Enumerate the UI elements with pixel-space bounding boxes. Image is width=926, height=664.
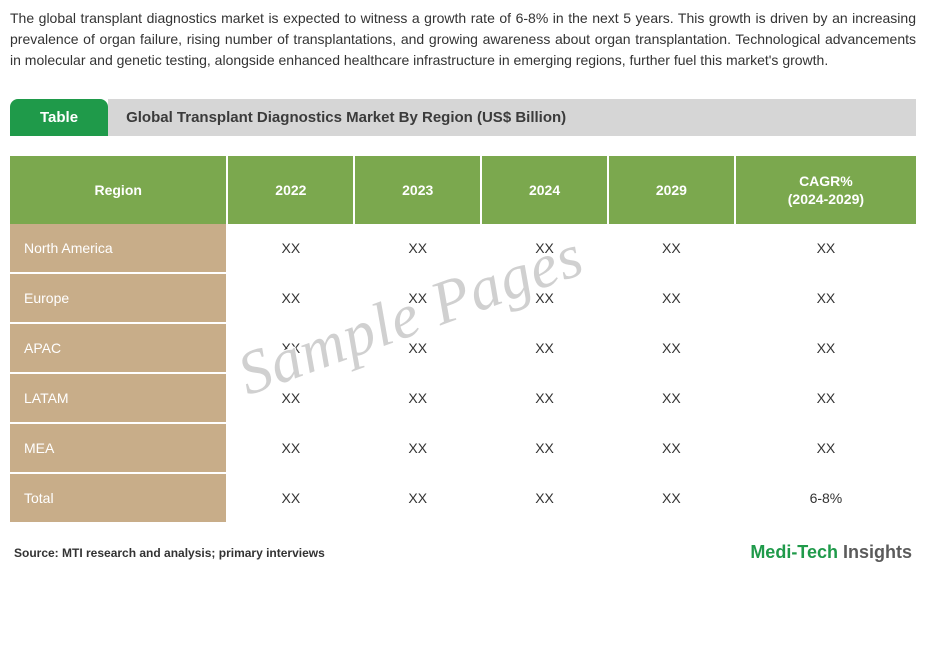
cell-value: XX <box>481 423 608 473</box>
col-region: Region <box>10 156 227 224</box>
col-cagr: CAGR%(2024-2029) <box>735 156 916 224</box>
footer-row: Source: MTI research and analysis; prima… <box>10 542 916 563</box>
cell-value: XX <box>608 224 735 273</box>
table-row: MEAXXXXXXXXXX <box>10 423 916 473</box>
brand-logo: Medi-Tech Insights <box>750 542 912 563</box>
intro-paragraph: The global transplant diagnostics market… <box>10 8 916 71</box>
cell-value: XX <box>481 224 608 273</box>
cell-value: XX <box>227 224 354 273</box>
table-row: North AmericaXXXXXXXXXX <box>10 224 916 273</box>
row-label: MEA <box>10 423 227 473</box>
cell-value: XX <box>481 323 608 373</box>
row-label: North America <box>10 224 227 273</box>
row-label: APAC <box>10 323 227 373</box>
row-label: Total <box>10 473 227 523</box>
cell-value: XX <box>354 224 481 273</box>
cell-value: XX <box>608 273 735 323</box>
cell-value: XX <box>481 273 608 323</box>
brand-part2: Insights <box>843 542 912 562</box>
source-note: Source: MTI research and analysis; prima… <box>14 546 325 560</box>
cell-value: XX <box>227 423 354 473</box>
cell-value: XX <box>354 323 481 373</box>
cell-value: 6-8% <box>735 473 916 523</box>
cell-value: XX <box>354 273 481 323</box>
cell-value: XX <box>354 473 481 523</box>
row-label: LATAM <box>10 373 227 423</box>
col-2022: 2022 <box>227 156 354 224</box>
cell-value: XX <box>227 273 354 323</box>
cell-value: XX <box>735 224 916 273</box>
cell-value: XX <box>227 373 354 423</box>
table-header-row: Region 2022 2023 2024 2029 CAGR%(2024-20… <box>10 156 916 224</box>
table-row: LATAMXXXXXXXXXX <box>10 373 916 423</box>
table-row: APACXXXXXXXXXX <box>10 323 916 373</box>
cell-value: XX <box>608 373 735 423</box>
cell-value: XX <box>735 273 916 323</box>
cell-value: XX <box>608 323 735 373</box>
cell-value: XX <box>227 473 354 523</box>
cell-value: XX <box>227 323 354 373</box>
col-2024: 2024 <box>481 156 608 224</box>
cell-value: XX <box>354 423 481 473</box>
cell-value: XX <box>354 373 481 423</box>
cell-value: XX <box>735 423 916 473</box>
cell-value: XX <box>481 373 608 423</box>
table-row: EuropeXXXXXXXXXX <box>10 273 916 323</box>
cell-value: XX <box>735 373 916 423</box>
cell-value: XX <box>608 473 735 523</box>
row-label: Europe <box>10 273 227 323</box>
market-table: Region 2022 2023 2024 2029 CAGR%(2024-20… <box>10 156 916 524</box>
table-row: TotalXXXXXXXX6-8% <box>10 473 916 523</box>
table-title-bar: Table Global Transplant Diagnostics Mark… <box>10 99 916 136</box>
brand-part1: Medi-Tech <box>750 542 843 562</box>
cell-value: XX <box>481 473 608 523</box>
col-2023: 2023 <box>354 156 481 224</box>
table-title: Global Transplant Diagnostics Market By … <box>108 99 916 136</box>
cell-value: XX <box>608 423 735 473</box>
table-pill: Table <box>10 99 108 136</box>
col-2029: 2029 <box>608 156 735 224</box>
cell-value: XX <box>735 323 916 373</box>
